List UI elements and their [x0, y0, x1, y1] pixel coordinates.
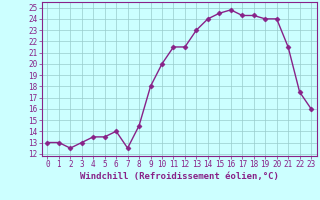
X-axis label: Windchill (Refroidissement éolien,°C): Windchill (Refroidissement éolien,°C) [80, 172, 279, 181]
